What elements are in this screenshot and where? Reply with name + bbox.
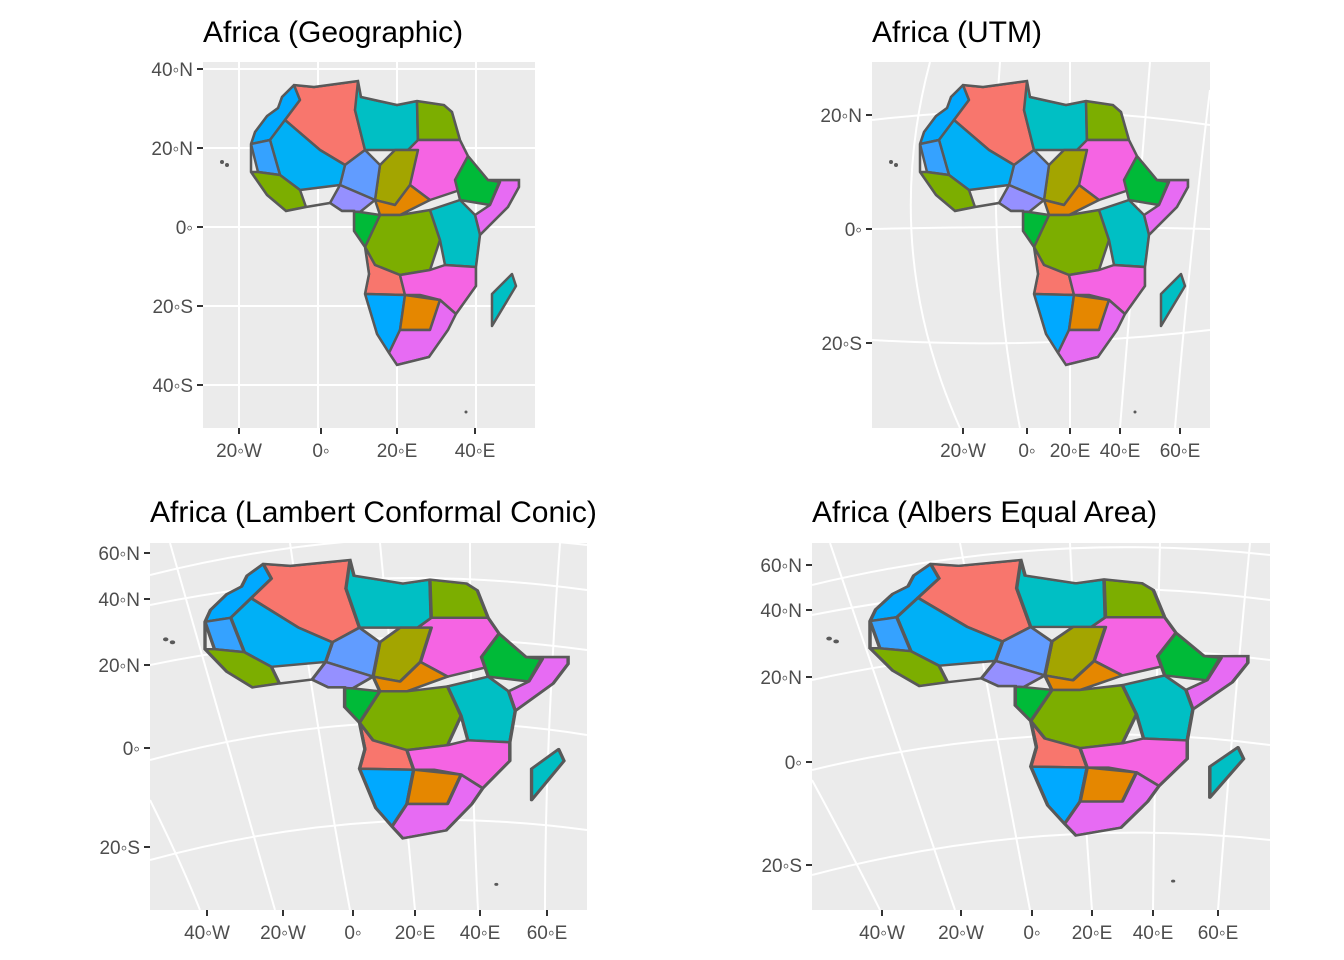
x-tick-label: 0◦: [344, 923, 361, 944]
y-tick-label: 60◦N: [98, 544, 140, 565]
x-tick-label: 40◦W: [184, 923, 230, 944]
x-tick-label: 60◦E: [1198, 923, 1239, 944]
y-tick-label: 0◦: [123, 739, 140, 760]
x-tick-label: 20◦W: [938, 923, 984, 944]
x-tick-label: 40◦E: [1133, 923, 1174, 944]
y-tick-label: 60◦N: [760, 556, 802, 577]
graticule: [872, 62, 1210, 428]
y-tick-label: 40◦N: [760, 601, 802, 622]
graticule: [150, 543, 587, 910]
x-tick-label: 20◦E: [395, 923, 436, 944]
graticule: [812, 543, 1270, 910]
x-tick-label: 40◦E: [455, 441, 496, 462]
panel-geographic: [203, 62, 535, 428]
x-tick-label: 20◦E: [1050, 441, 1091, 462]
panel-title: Africa (UTM): [872, 16, 1042, 49]
y-tick-label: 20◦S: [152, 297, 193, 318]
panel-albers: [812, 543, 1270, 910]
panel-title: Africa (Geographic): [203, 16, 463, 49]
y-tick-label: 20◦S: [99, 838, 140, 859]
x-tick-label: 0◦: [1023, 923, 1040, 944]
y-tick-label: 0◦: [845, 220, 862, 241]
x-tick-label: 20◦W: [940, 441, 986, 462]
y-tick-label: 20◦S: [821, 334, 862, 355]
y-tick-label: 20◦N: [820, 106, 862, 127]
panel-utm: [872, 62, 1210, 428]
y-tick-label: 0◦: [176, 218, 193, 239]
x-tick-label: 40◦E: [460, 923, 501, 944]
x-tick-label: 20◦E: [377, 441, 418, 462]
x-tick-label: 40◦W: [859, 923, 905, 944]
y-tick-label: 20◦S: [761, 856, 802, 877]
x-tick-label: 20◦W: [260, 923, 306, 944]
graticule: [203, 62, 535, 428]
x-tick-label: 40◦E: [1100, 441, 1141, 462]
y-tick-label: 40◦N: [98, 590, 140, 611]
y-tick-label: 40◦N: [151, 60, 193, 81]
y-tick-label: 40◦S: [152, 376, 193, 397]
panel-title: Africa (Lambert Conformal Conic): [150, 496, 597, 529]
y-tick-label: 20◦N: [760, 668, 802, 689]
panel-title: Africa (Albers Equal Area): [812, 496, 1157, 529]
panel-lambert: [150, 543, 587, 910]
x-tick-label: 60◦E: [527, 923, 568, 944]
x-tick-label: 0◦: [1018, 441, 1035, 462]
x-tick-label: 0◦: [312, 441, 329, 462]
y-tick-label: 20◦N: [98, 656, 140, 677]
x-tick-label: 20◦E: [1072, 923, 1113, 944]
x-tick-label: 20◦W: [216, 441, 262, 462]
x-tick-label: 60◦E: [1160, 441, 1201, 462]
y-tick-label: 0◦: [785, 753, 802, 774]
y-tick-label: 20◦N: [151, 139, 193, 160]
